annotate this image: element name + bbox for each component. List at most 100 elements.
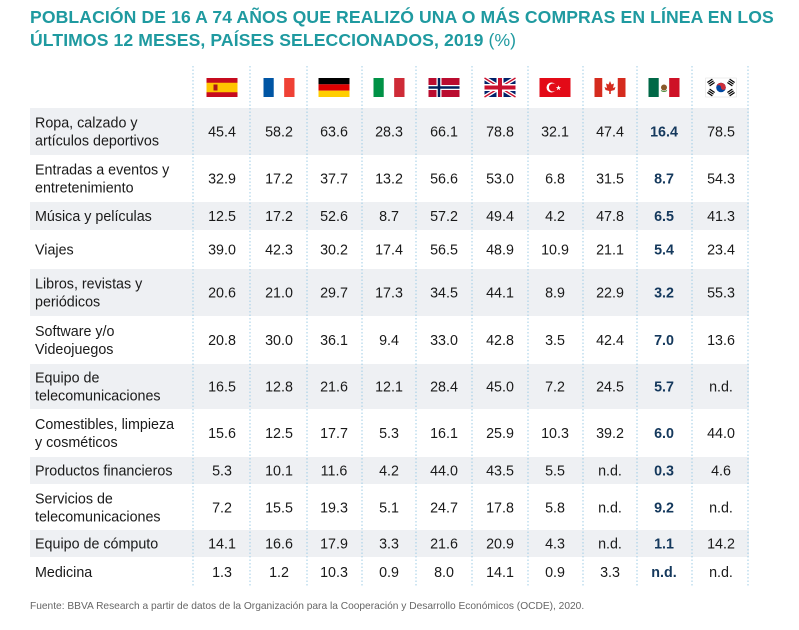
- data-cell: 15.6: [208, 426, 236, 442]
- row-stripe: [30, 364, 749, 409]
- data-cell: 20.6: [208, 286, 236, 302]
- data-cell: n.d.: [709, 501, 733, 517]
- data-cell: 34.5: [430, 286, 458, 302]
- data-cell: 7.2: [545, 380, 565, 396]
- data-cell: 3.3: [600, 565, 620, 581]
- country-flags: [206, 76, 737, 99]
- data-cell: 19.3: [320, 501, 348, 517]
- row-label: telecomunicaciones: [35, 510, 161, 526]
- data-cell: 45.4: [208, 125, 236, 141]
- data-cell: 56.5: [430, 243, 458, 259]
- data-cell: 58.2: [265, 125, 293, 141]
- data-cell: 78.8: [486, 125, 514, 141]
- chart-title: POBLACIÓN DE 16 A 74 AÑOS QUE REALIZÓ UN…: [30, 6, 790, 51]
- data-cell: 17.2: [265, 172, 293, 188]
- row-label: Música y películas: [35, 209, 152, 225]
- data-cell: 31.5: [596, 172, 624, 188]
- data-cell: 30.2: [320, 243, 348, 259]
- data-cell: 13.2: [375, 172, 403, 188]
- data-cell: 5.1: [379, 501, 399, 517]
- data-cell: 39.0: [208, 243, 236, 259]
- row-label: Equipo de: [35, 371, 99, 387]
- row-label: Software y/o: [35, 324, 115, 340]
- row-labels: Ropa, calzado y artículos deportivos Entra…: [35, 116, 174, 582]
- data-cell: 37.7: [320, 172, 348, 188]
- data-cell: 21.1: [596, 243, 624, 259]
- norway-flag-icon: [428, 78, 460, 97]
- data-cell: 17.7: [320, 426, 348, 442]
- row-label: Servicios de: [35, 492, 113, 508]
- row-label: Comestibles, limpieza: [35, 417, 174, 433]
- data-cell: 4.2: [545, 209, 565, 225]
- data-cell: 20.8: [208, 333, 236, 349]
- data-cell: 5.5: [545, 464, 565, 480]
- data-cell: 53.0: [486, 172, 514, 188]
- data-cell: 0.3: [654, 464, 674, 480]
- data-cell: 22.9: [596, 286, 624, 302]
- data-cell: 54.3: [707, 172, 735, 188]
- data-cell: 44.1: [486, 286, 514, 302]
- data-cell: 8.9: [545, 286, 565, 302]
- data-cell: 23.4: [707, 243, 735, 259]
- data-cell: 41.3: [707, 209, 735, 225]
- data-cell: 9.2: [654, 501, 674, 517]
- data-cell: n.d.: [709, 565, 733, 581]
- mexico-flag-icon: [648, 78, 680, 97]
- row-stripe: [30, 530, 749, 557]
- data-cell: 20.9: [486, 537, 514, 553]
- data-cell: 1.3: [212, 565, 232, 581]
- data-cell: 45.0: [486, 380, 514, 396]
- data-cell: 63.6: [320, 125, 348, 141]
- data-cell: 57.2: [430, 209, 458, 225]
- data-cell: 14.1: [486, 565, 514, 581]
- data-cell: 4.6: [711, 464, 731, 480]
- data-cell: 24.5: [596, 380, 624, 396]
- data-cell: 24.7: [430, 501, 458, 517]
- data-cell: 21.0: [265, 286, 293, 302]
- data-cell: 5.3: [212, 464, 232, 480]
- row-label: y cosméticos: [35, 435, 118, 451]
- data-cell: 10.1: [265, 464, 293, 480]
- data-cell: 21.6: [430, 537, 458, 553]
- data-cell: 47.8: [596, 209, 624, 225]
- data-cell: 5.7: [654, 380, 674, 396]
- data-cell: 17.2: [265, 209, 293, 225]
- row-label: Entradas a eventos y: [35, 163, 170, 179]
- data-cell: 5.3: [379, 426, 399, 442]
- row-label: Productos financieros: [35, 464, 172, 480]
- row-label: Libros, revistas y: [35, 277, 143, 293]
- data-cell: 6.5: [654, 209, 674, 225]
- data-cell: 32.1: [541, 125, 569, 141]
- row-stripe: [30, 269, 749, 316]
- italy-flag-icon: [373, 78, 405, 97]
- chart-title-text: POBLACIÓN DE 16 A 74 AÑOS QUE REALIZÓ UN…: [30, 7, 774, 50]
- data-cell: 14.2: [707, 537, 735, 553]
- turkey-flag-icon: [539, 78, 571, 97]
- data-cell: 16.4: [650, 125, 678, 141]
- data-cell: n.d.: [709, 380, 733, 396]
- data-cell: 29.7: [320, 286, 348, 302]
- south-korea-flag-icon: [705, 77, 737, 98]
- data-cell: 10.3: [541, 426, 569, 442]
- data-cell: 56.6: [430, 172, 458, 188]
- data-cell: 3.5: [545, 333, 565, 349]
- data-cell: 44.0: [707, 426, 735, 442]
- data-cell: n.d.: [598, 464, 622, 480]
- row-label: Videojuegos: [35, 342, 113, 358]
- data-cell: 66.1: [430, 125, 458, 141]
- row-label: Ropa, calzado y: [35, 116, 138, 132]
- data-cell: 8.0: [434, 565, 454, 581]
- data-cell: 43.5: [486, 464, 514, 480]
- data-cell: 3.3: [379, 537, 399, 553]
- data-cell: 10.9: [541, 243, 569, 259]
- data-cell: 21.6: [320, 380, 348, 396]
- data-cell: 8.7: [654, 172, 674, 188]
- spain-flag-icon: [206, 78, 238, 97]
- data-cell: n.d.: [598, 537, 622, 553]
- data-cell: 4.2: [379, 464, 399, 480]
- row-label: Viajes: [35, 243, 74, 259]
- data-cell: 14.1: [208, 537, 236, 553]
- data-cell: 12.1: [375, 380, 403, 396]
- data-cell: 8.7: [379, 209, 399, 225]
- row-label: periódicos: [35, 295, 100, 311]
